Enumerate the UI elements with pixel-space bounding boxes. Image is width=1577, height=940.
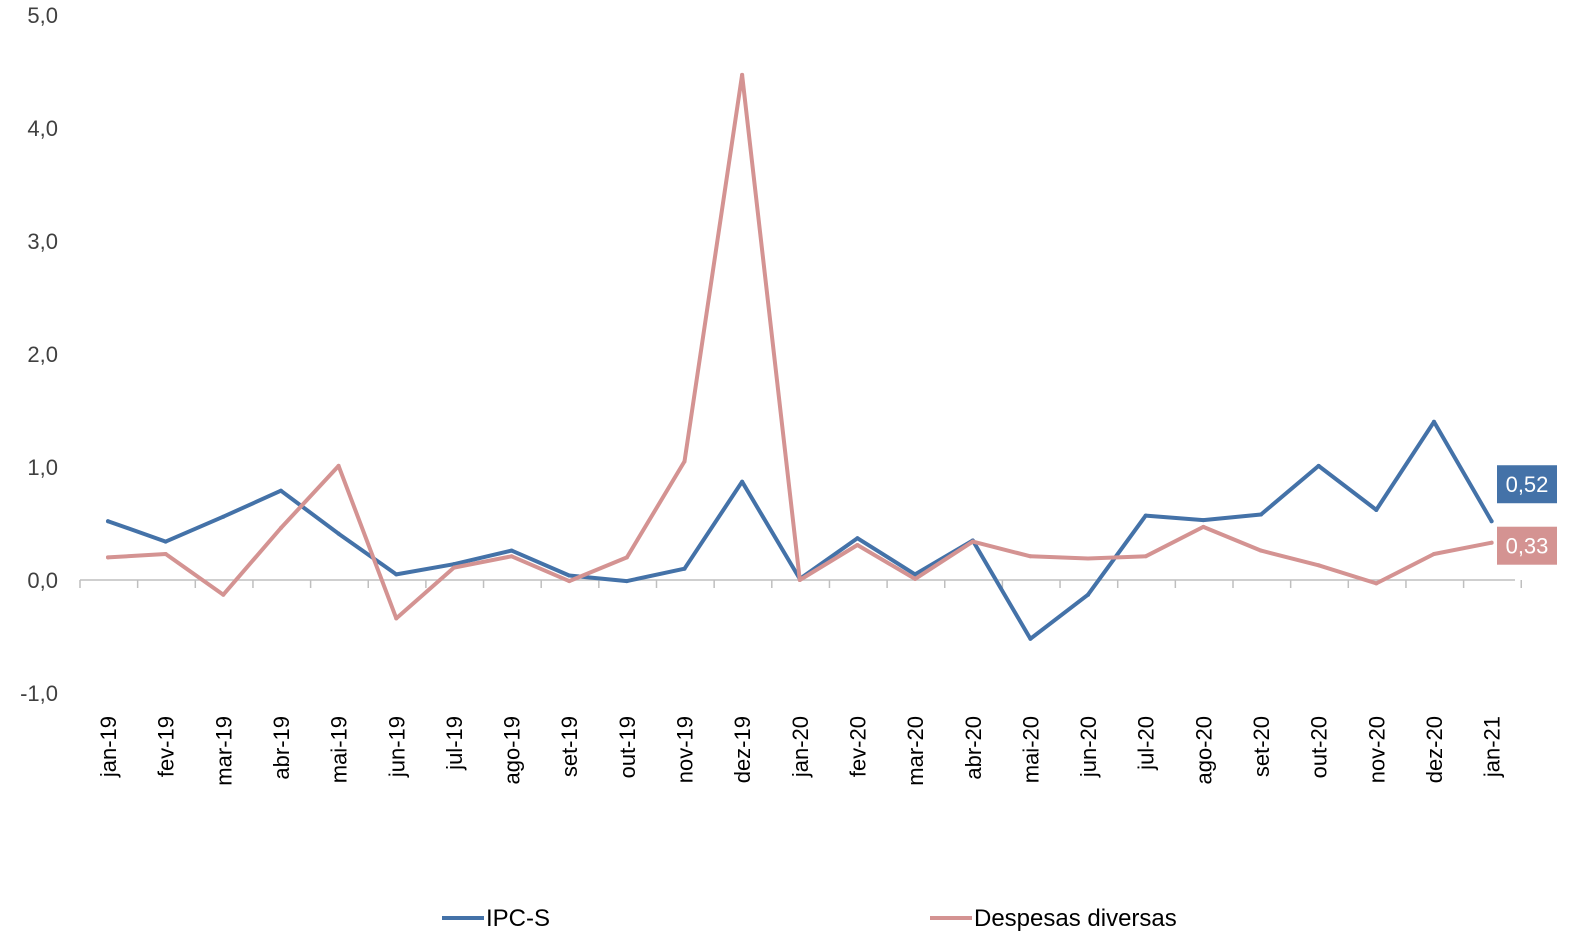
end-label: 0,33 — [1506, 534, 1549, 559]
data-point — [740, 479, 745, 484]
x-tick-label: set-19 — [557, 716, 582, 777]
x-tick-label: out-19 — [615, 716, 640, 778]
y-tick-label: 0,0 — [27, 568, 58, 593]
data-point — [1431, 419, 1436, 424]
x-tick-label: jul-20 — [1134, 716, 1159, 771]
x-tick-label: jun-20 — [1076, 716, 1101, 778]
y-tick-label: 5,0 — [27, 3, 58, 28]
data-point — [1143, 513, 1148, 518]
data-point — [970, 539, 975, 544]
data-point — [163, 552, 168, 557]
x-tick-label: dez-19 — [730, 716, 755, 783]
data-point — [1201, 518, 1206, 523]
data-point — [913, 576, 918, 581]
data-point — [1489, 540, 1494, 545]
data-point — [567, 579, 572, 584]
series-lines — [106, 72, 1494, 641]
x-tick-label: out-20 — [1307, 716, 1332, 778]
x-tick-label: jan-19 — [96, 716, 121, 778]
y-tick-label: 3,0 — [27, 229, 58, 254]
x-tick-label: mai-20 — [1018, 716, 1043, 783]
data-point — [913, 572, 918, 577]
data-point — [509, 548, 514, 553]
data-point — [1143, 554, 1148, 559]
x-tick-label: set-20 — [1249, 716, 1274, 777]
data-point — [624, 579, 629, 584]
legend-label: Despesas diversas — [974, 905, 1177, 932]
legend-label: IPC-S — [486, 905, 550, 932]
data-point — [336, 531, 341, 536]
data-point — [1259, 512, 1263, 517]
x-tick-label: mai-19 — [327, 716, 352, 783]
data-point — [1489, 519, 1494, 524]
data-point — [1028, 554, 1033, 559]
data-point — [221, 514, 226, 519]
x-tick-label: jul-19 — [442, 716, 467, 771]
data-point — [797, 578, 802, 582]
data-point — [394, 616, 399, 621]
x-tick-label: ago-19 — [500, 716, 525, 785]
series-line-0 — [106, 419, 1494, 641]
data-point — [567, 573, 572, 578]
x-tick-label: jun-19 — [384, 716, 409, 778]
x-tick-label: mar-20 — [903, 716, 928, 786]
data-point — [855, 536, 860, 541]
x-tick-label: jan-21 — [1480, 716, 1505, 778]
data-point — [278, 526, 283, 531]
x-tick-label: dez-20 — [1422, 716, 1447, 783]
data-point — [163, 539, 168, 544]
y-tick-label: 2,0 — [27, 342, 58, 367]
x-tick-label: fev-19 — [154, 716, 179, 777]
data-point — [221, 592, 226, 597]
data-point — [451, 565, 456, 570]
y-tick-label: 1,0 — [27, 455, 58, 480]
data-point — [1086, 556, 1091, 561]
data-point — [336, 463, 341, 468]
end-label-box — [1497, 465, 1557, 504]
y-tick-label: 4,0 — [27, 116, 58, 141]
data-point — [682, 566, 687, 571]
x-tick-label: abr-19 — [269, 716, 294, 780]
axes: -1,0 0,0 1,0 2,0 3,0 4,0 5,0 jan-19 fev-19 mar-19… — [20, 3, 1522, 786]
legend: IPC-S Despesas diversas — [442, 905, 1177, 932]
data-point — [394, 572, 399, 577]
data-point — [740, 72, 745, 77]
end-labels: 0,52 0,33 — [1497, 465, 1557, 565]
x-tick-label: nov-19 — [673, 716, 698, 783]
data-point — [855, 542, 860, 547]
x-tick-label: jan-20 — [788, 716, 813, 778]
data-point — [1431, 552, 1436, 557]
data-point — [682, 459, 687, 464]
data-point — [451, 562, 456, 567]
data-point — [1374, 581, 1379, 586]
data-point — [278, 488, 283, 493]
data-point — [1259, 548, 1263, 553]
x-tick-label: ago-20 — [1191, 716, 1216, 785]
data-point — [106, 555, 110, 560]
data-point — [106, 519, 110, 524]
x-tick-label: mar-19 — [211, 716, 236, 786]
data-point — [1316, 563, 1321, 568]
data-point — [509, 554, 514, 559]
y-tick-label: -1,0 — [20, 681, 58, 706]
data-point — [1316, 463, 1321, 468]
end-label-box — [1497, 526, 1557, 565]
x-tick-label: abr-20 — [961, 716, 986, 780]
data-point — [1201, 524, 1206, 529]
series-line-1 — [106, 72, 1494, 621]
end-label: 0,52 — [1506, 472, 1549, 497]
data-point — [1374, 507, 1379, 512]
x-tick-label: nov-20 — [1364, 716, 1389, 783]
x-tick-label: fev-20 — [845, 716, 870, 777]
data-point — [1028, 636, 1033, 641]
data-point — [1086, 592, 1091, 597]
data-point — [624, 555, 629, 560]
